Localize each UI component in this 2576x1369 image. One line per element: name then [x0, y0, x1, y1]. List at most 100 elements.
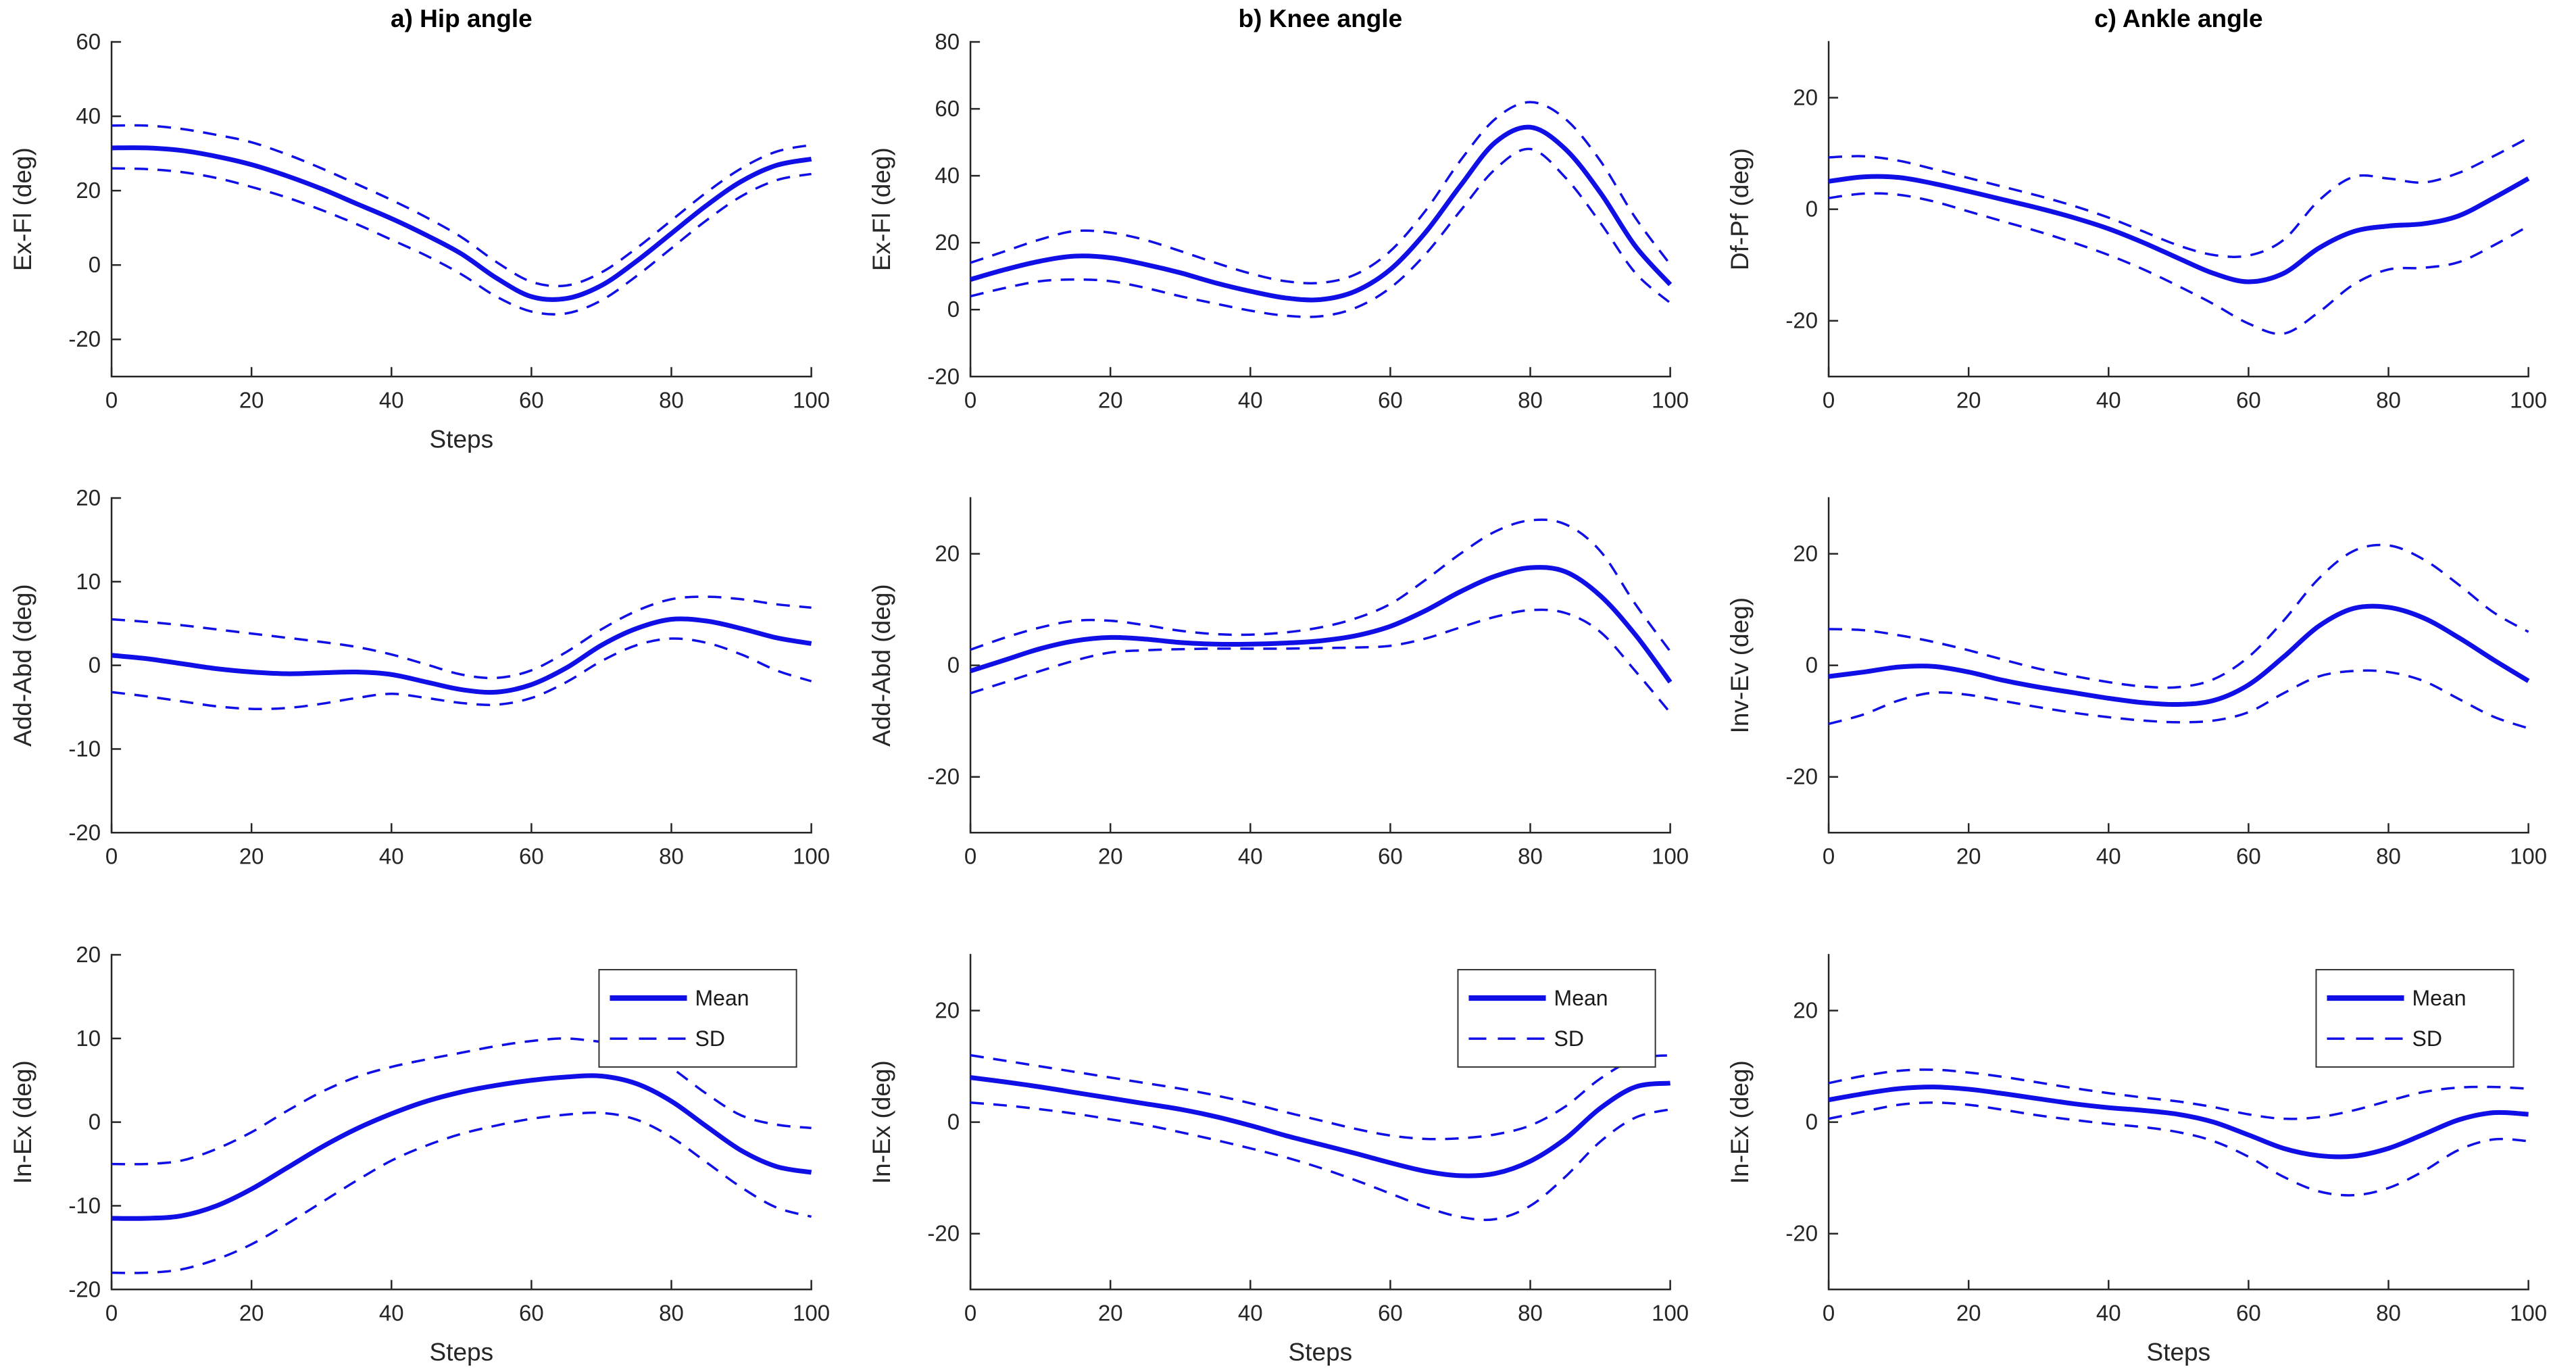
y-tick-label: 20 [76, 942, 101, 967]
y-axis-label: In-Ex (deg) [8, 1060, 36, 1184]
x-tick-label: 40 [2096, 387, 2121, 412]
mean-line [112, 145, 812, 302]
x-tick-label: 60 [1378, 1300, 1403, 1325]
y-tick-label: -10 [68, 1193, 101, 1218]
x-tick-label: 20 [1097, 844, 1122, 869]
y-axis-label: In-Ex (deg) [867, 1060, 895, 1184]
y-tick-label: 80 [935, 29, 960, 54]
x-tick-label: 40 [379, 844, 404, 869]
y-tick-label: 20 [76, 178, 101, 203]
x-tick-label: 40 [2096, 1300, 2121, 1325]
axes-lines [110, 497, 812, 834]
x-axis-label: Steps [430, 1337, 494, 1366]
x-tick-label: 20 [1956, 1300, 1981, 1325]
x-tick-label: 100 [793, 387, 830, 412]
y-tick-label: 0 [947, 1109, 959, 1134]
x-tick-label: 80 [2376, 844, 2401, 869]
mean-line [1828, 603, 2530, 707]
x-axis-label: Steps [1288, 1337, 1352, 1366]
y-axis-label: Inv-Ev (deg) [1725, 597, 1754, 734]
axes-lines [1828, 41, 2530, 378]
x-tick-label: 60 [2236, 387, 2261, 412]
y-tick-label: 0 [89, 252, 101, 277]
y-tick-label: 0 [947, 653, 959, 678]
x-tick-label: 20 [239, 844, 264, 869]
x-tick-label: 20 [239, 387, 264, 412]
subplot-hip-inex: 0 20 40 60 80 100 -20 -10 0 10 20 In-Ex (deg) Steps M… [8, 942, 830, 1366]
x-tick-label: 20 [1956, 387, 1981, 412]
legend-box [1457, 968, 1656, 1068]
x-axis-label: Steps [430, 424, 494, 453]
subplot-ankle-inex: 0 20 40 60 80 100 -20 0 20 In-Ex (deg) Steps Mean SD [1725, 953, 2547, 1366]
legend-sd-label: SD [1554, 1026, 1583, 1051]
subplot-knee-addabd: 0 20 40 60 80 100 -20 0 20 Add-Abd (deg) [867, 497, 1689, 869]
sd-line [1829, 192, 2529, 335]
mean-line [111, 616, 812, 695]
sd-line [1829, 136, 2529, 258]
y-tick-label: 60 [76, 29, 101, 54]
y-axis-label: Add-Abd (deg) [867, 584, 895, 747]
subplot-hip-exfl: 0 20 40 60 80 100 -20 0 20 40 60 a) Hip angle Ex-Fl … [8, 4, 830, 453]
y-tick-label: -20 [68, 1276, 101, 1301]
x-tick-label: 40 [2096, 844, 2121, 869]
x-tick-label: 100 [1652, 844, 1689, 869]
x-tick-label: 60 [519, 387, 544, 412]
sd-line [112, 1037, 812, 1166]
x-tick-label: 0 [964, 387, 976, 412]
axes-lines [969, 497, 1671, 834]
y-axis-label: Ex-Fl (deg) [867, 147, 895, 271]
axes-lines [969, 41, 1671, 378]
y-tick-label: 0 [1806, 1109, 1818, 1134]
sd-line [970, 1053, 1670, 1141]
mean-line [1828, 174, 2530, 284]
y-tick-label: 0 [1806, 653, 1818, 678]
y-tick-label: 20 [935, 997, 960, 1022]
y-tick-label: 0 [89, 1109, 101, 1134]
sd-line [1829, 1068, 2529, 1120]
sd-line [970, 101, 1671, 284]
mean-line [970, 1074, 1670, 1178]
x-tick-label: 20 [1097, 1300, 1122, 1325]
y-axis-label: Ex-Fl (deg) [8, 147, 36, 271]
legend-sd-label: SD [2412, 1026, 2442, 1051]
y-tick-label: 40 [76, 103, 101, 128]
x-tick-label: 60 [519, 1300, 544, 1325]
x-tick-label: 60 [519, 844, 544, 869]
y-tick-label: -20 [1786, 308, 1818, 333]
x-tick-label: 0 [1823, 1300, 1835, 1325]
x-tick-label: 100 [1652, 387, 1689, 412]
x-tick-label: 40 [1238, 844, 1263, 869]
y-tick-label: 10 [76, 569, 101, 594]
x-axis-label: Steps [2147, 1337, 2211, 1366]
legend-box [2315, 968, 2515, 1068]
x-tick-label: 80 [2376, 1300, 2401, 1325]
x-tick-label: 100 [793, 844, 830, 869]
subplot-ankle-dfpf: 0 20 40 60 80 100 -20 0 20 c) Ankle angle Df-Pf (d… [1725, 4, 2547, 412]
y-tick-label: 20 [935, 541, 960, 566]
y-tick-label: -20 [927, 1220, 960, 1245]
x-tick-label: 80 [1518, 1300, 1543, 1325]
y-tick-label: 0 [89, 653, 101, 678]
y-tick-label: -20 [1786, 764, 1818, 789]
x-tick-label: 60 [1378, 387, 1403, 412]
sd-line [112, 167, 812, 316]
x-tick-label: 100 [793, 1300, 830, 1325]
x-tick-label: 0 [964, 844, 976, 869]
x-tick-label: 80 [659, 1300, 684, 1325]
sd-line [112, 124, 812, 288]
y-tick-label: -20 [1786, 1220, 1818, 1245]
x-tick-label: 40 [379, 1300, 404, 1325]
x-tick-label: 100 [2510, 387, 2547, 412]
y-tick-label: 20 [1793, 541, 1818, 566]
y-tick-label: -10 [68, 737, 101, 762]
y-tick-label: -20 [927, 764, 960, 789]
x-tick-label: 20 [1956, 844, 1981, 869]
y-tick-label: -20 [68, 326, 101, 351]
y-tick-label: 0 [1806, 197, 1818, 222]
mean-line [1828, 1084, 2529, 1160]
subplot-ankle-invev: 0 20 40 60 80 100 -20 0 20 Inv-Ev (deg) [1725, 497, 2547, 869]
y-tick-label: 60 [935, 96, 960, 121]
x-tick-label: 0 [964, 1300, 976, 1325]
subplot-title: a) Hip angle [391, 4, 532, 32]
y-tick-label: 20 [76, 485, 101, 510]
